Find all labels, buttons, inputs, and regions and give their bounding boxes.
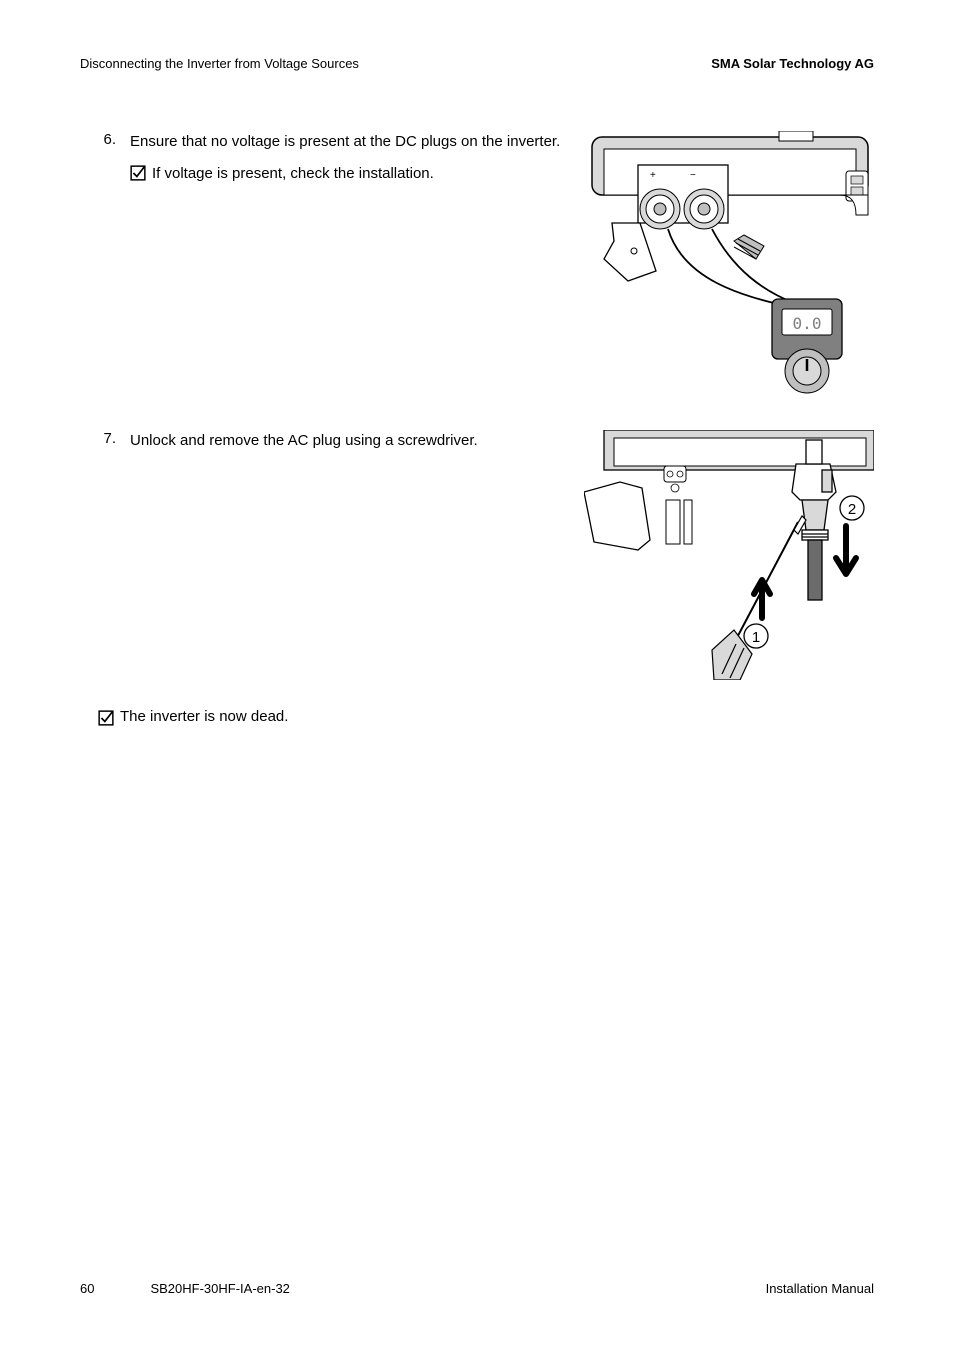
figure-step-6: + −	[584, 131, 874, 406]
page: Disconnecting the Inverter from Voltage …	[0, 0, 954, 1352]
page-footer: 60 SB20HF-30HF-IA-en-32 Installation Man…	[80, 1281, 874, 1296]
final-result-row: The inverter is now dead.	[80, 708, 874, 726]
figure-step-7: 1 2	[584, 430, 874, 680]
doc-id: SB20HF-30HF-IA-en-32	[150, 1281, 289, 1296]
header-section-title: Disconnecting the Inverter from Voltage …	[80, 56, 359, 71]
step-7-text: Unlock and remove the AC plug using a sc…	[130, 432, 478, 449]
svg-text:+: +	[650, 170, 656, 181]
meter-reading-text: 0.0	[793, 314, 822, 333]
svg-text:−: −	[690, 170, 696, 181]
step-7-row: 7. Unlock and remove the AC plug using a…	[80, 430, 874, 680]
page-number: 60	[80, 1281, 94, 1296]
step-6-sub-text: If voltage is present, check the install…	[152, 163, 434, 185]
checkbox-icon	[130, 165, 146, 181]
step-7-body: Unlock and remove the AC plug using a sc…	[130, 430, 584, 452]
page-header: Disconnecting the Inverter from Voltage …	[80, 56, 874, 71]
step-6-body: Ensure that no voltage is present at the…	[130, 131, 584, 185]
checkbox-icon	[98, 710, 114, 726]
callout-2-text: 2	[848, 501, 856, 518]
step-6-text: Ensure that no voltage is present at the…	[130, 133, 560, 150]
header-company: SMA Solar Technology AG	[711, 56, 874, 71]
step-7-number: 7.	[80, 430, 130, 447]
step-6-number: 6.	[80, 131, 130, 148]
callout-1-text: 1	[752, 629, 760, 646]
step-6-sub: If voltage is present, check the install…	[130, 163, 564, 185]
footer-doc-type: Installation Manual	[766, 1281, 874, 1296]
final-result-text: The inverter is now dead.	[120, 708, 288, 725]
step-6-row: 6. Ensure that no voltage is present at …	[80, 131, 874, 406]
